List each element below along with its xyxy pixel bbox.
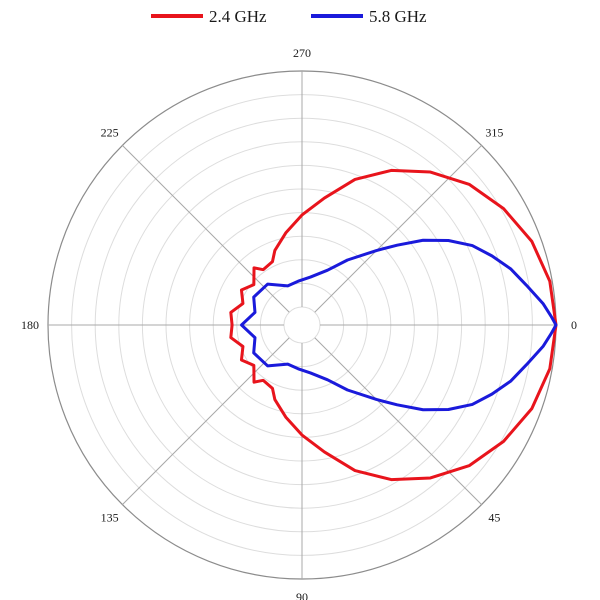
angular-tick-label: 225	[101, 126, 119, 140]
grid-ring	[283, 306, 321, 344]
grid-spoke	[122, 145, 290, 313]
legend: 2.4 GHz 5.8 GHz	[151, 7, 427, 26]
grid-spoke	[122, 337, 290, 505]
angular-tick-label: 315	[485, 126, 503, 140]
polar-grid	[47, 70, 557, 580]
angular-tick-label: 180	[21, 318, 39, 332]
legend-label: 5.8 GHz	[369, 7, 427, 26]
grid-spoke	[314, 145, 482, 313]
angular-tick-labels: 0 45 90 135 180 225 270 315	[21, 46, 577, 600]
angular-tick-label: 0	[571, 318, 577, 332]
series-line-2	[240, 238, 558, 412]
legend-label: 2.4 GHz	[209, 7, 267, 26]
angular-tick-label: 270	[293, 46, 311, 60]
angular-tick-label: 135	[101, 510, 119, 524]
series-layer	[229, 168, 558, 482]
angular-tick-label: 45	[488, 510, 500, 524]
series-line-1	[229, 168, 558, 482]
angular-tick-label: 90	[296, 590, 308, 600]
grid-spoke	[314, 337, 482, 505]
